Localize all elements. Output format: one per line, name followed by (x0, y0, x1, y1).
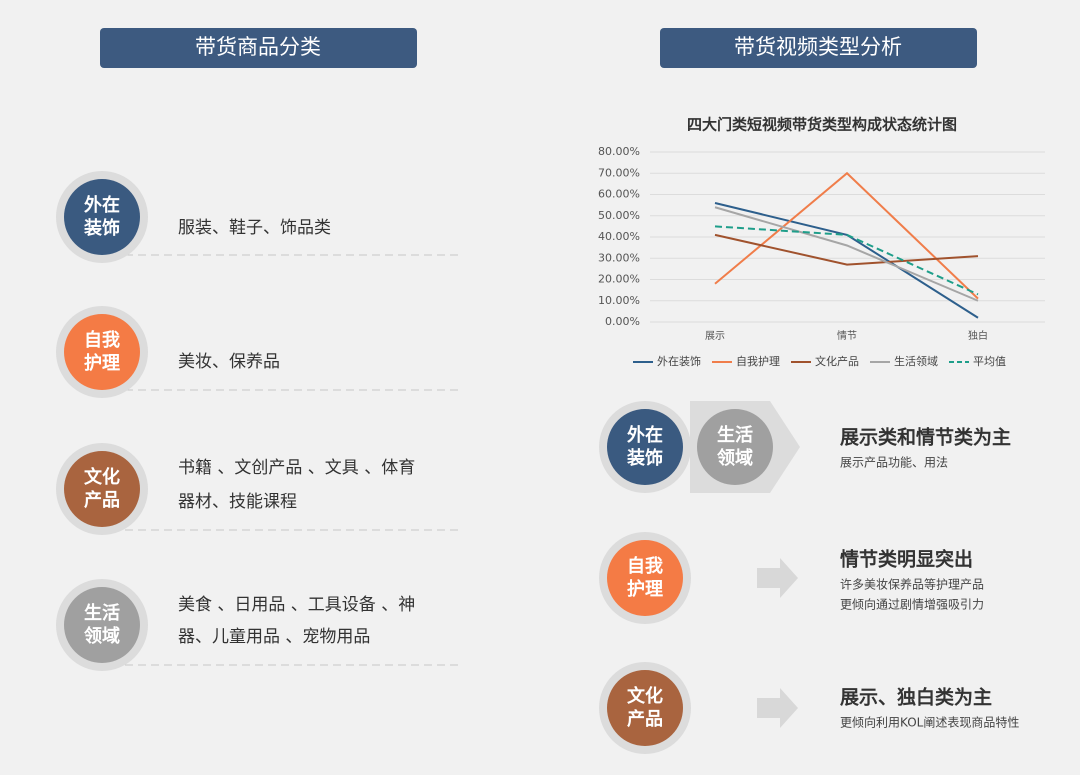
badge (607, 540, 683, 616)
item-text: 美食 、日用品 、工具设备 、神 (178, 595, 415, 615)
item-text: 美妆、保养品 (178, 352, 280, 372)
badge-label: 自我 (627, 555, 663, 577)
badge (697, 409, 773, 485)
section-header (660, 28, 977, 68)
badge-label: 生活 (84, 602, 120, 624)
y-tick-label: 30.00% (598, 251, 640, 264)
y-tick-label: 20.00% (598, 273, 640, 286)
finding-title: 情节类明显突出 (840, 548, 973, 571)
y-tick-label: 40.00% (598, 230, 640, 243)
x-tick-label: 展示 (705, 330, 725, 342)
badge-label: 文化 (627, 685, 663, 707)
badge (607, 670, 683, 746)
series-line (714, 206, 979, 302)
badge (64, 314, 140, 390)
x-tick-label: 独白 (968, 329, 988, 342)
section-header-text: 带货商品分类 (195, 35, 321, 59)
y-tick-label: 50.00% (598, 209, 640, 222)
item-text: 器、儿童用品 、宠物用品 (178, 627, 370, 647)
badge-label: 护理 (84, 352, 120, 374)
series-line (714, 225, 979, 296)
finding-title: 展示、独白类为主 (840, 686, 992, 709)
badge-label: 产品 (84, 489, 120, 511)
arrow-icon (757, 688, 798, 728)
y-tick-label: 0.00% (605, 315, 640, 328)
legend-label: 生活领域 (894, 354, 938, 368)
legend-label: 外在装饰 (657, 354, 701, 368)
badge-label: 产品 (627, 708, 663, 730)
badge-label: 领域 (717, 447, 753, 469)
x-tick-label: 情节 (837, 329, 857, 342)
y-tick-label: 60.00% (598, 188, 640, 201)
badge (64, 179, 140, 255)
finding-note: 许多美妆保养品等护理产品 (840, 577, 984, 592)
finding-note: 展示产品功能、用法 (840, 456, 948, 470)
badge (607, 409, 683, 485)
series-line (714, 171, 979, 300)
chart-title: 四大门类短视频带货类型构成状态统计图 (687, 116, 957, 134)
section-header (100, 28, 417, 68)
item-text: 书籍 、文创产品 、文具 、体育 (178, 458, 415, 478)
legend-label: 自我护理 (736, 354, 780, 368)
item-text: 服装、鞋子、饰品类 (178, 218, 331, 238)
badge-label: 护理 (627, 578, 663, 600)
badge-label: 装饰 (84, 217, 120, 239)
arrow-icon (757, 558, 798, 598)
y-tick-label: 10.00% (598, 294, 640, 307)
legend-label: 平均值 (973, 355, 1006, 368)
badge-label: 外在 (84, 194, 120, 216)
section-header-text: 带货视频类型分析 (734, 35, 902, 59)
badge (64, 451, 140, 527)
badge-label: 外在 (627, 424, 663, 446)
item-text: 器材、技能课程 (178, 492, 297, 512)
finding-note: 更倾向通过剧情增强吸引力 (840, 597, 984, 612)
series-line (714, 233, 979, 266)
badge-label: 装饰 (627, 447, 663, 469)
y-tick-label: 70.00% (598, 166, 640, 179)
badge-label: 领域 (84, 625, 120, 647)
legend-label: 文化产品 (815, 354, 859, 368)
badge (64, 587, 140, 663)
badge-label: 自我 (84, 329, 120, 351)
badge-label: 文化 (84, 466, 120, 488)
badge-label: 生活 (717, 424, 753, 446)
y-tick-label: 80.00% (598, 145, 640, 158)
finding-note: 更倾向利用KOL阐述表现商品特性 (840, 715, 1019, 730)
finding-title: 展示类和情节类为主 (840, 426, 1011, 449)
